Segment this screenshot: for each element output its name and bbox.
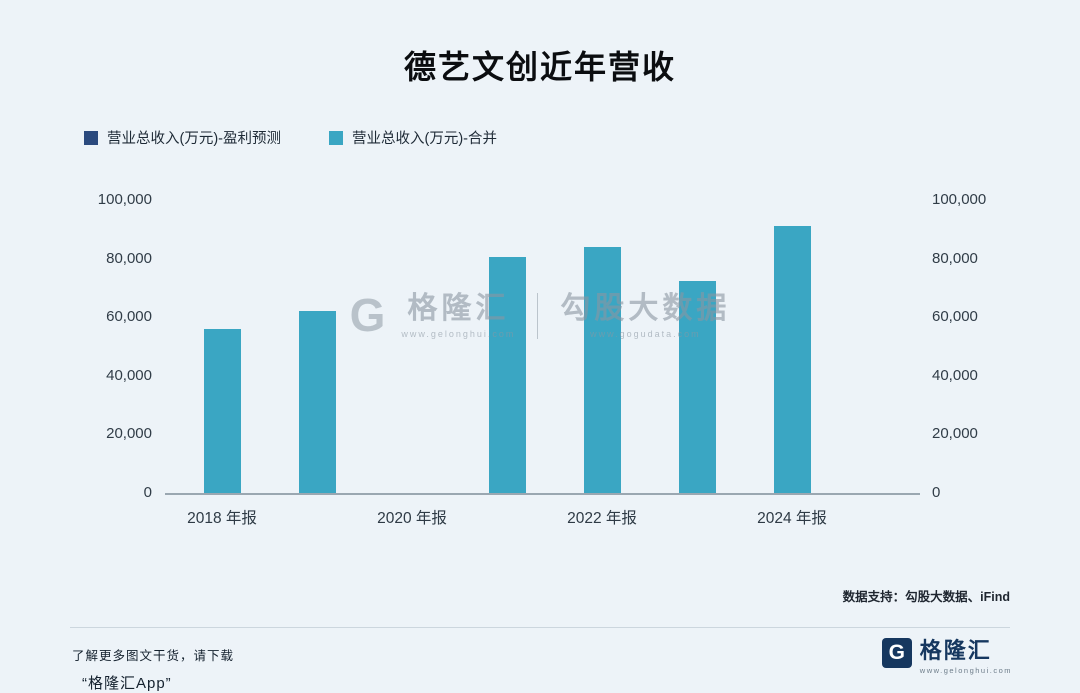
y-axis-tick-label-right: 40,000	[932, 366, 978, 384]
footer-brand-url: www.gelonghui.com	[919, 666, 1012, 675]
y-axis-tick-label-left: 20,000	[106, 425, 152, 443]
legend-label-forecast: 营业总收入(万元)-盈利预测	[107, 131, 281, 147]
legend-swatch-forecast	[84, 130, 98, 145]
footer-promo-line2: “格隆汇App”	[82, 675, 172, 692]
bar-2023 年报	[678, 280, 716, 493]
y-axis-tick-label-right: 20,000	[932, 425, 978, 443]
y-axis-tick-label-left: 80,000	[106, 249, 152, 267]
y-axis-tick-label-right: 80,000	[932, 249, 978, 267]
y-axis-tick-label-left: 100,000	[97, 191, 152, 208]
bar-2024 年报	[773, 226, 811, 493]
legend-item-consolidated: 营业总收入(万元)-合并	[329, 127, 497, 148]
footer-promo-line1: 了解更多图文干货，请下载	[72, 649, 235, 663]
bar-2018 年报	[203, 328, 241, 493]
gelonghui-logo-icon: G	[881, 638, 912, 668]
y-axis-tick-label-right: 0	[932, 484, 941, 501]
x-axis-label: 2018 年报	[187, 510, 257, 527]
y-axis-tick-label-right: 60,000	[932, 308, 978, 326]
x-axis-line	[165, 493, 920, 495]
x-axis-label: 2024 年报	[757, 510, 827, 527]
gelonghui-watermark-logo-icon: G	[349, 289, 386, 341]
watermark: G 格隆汇 www.gelonghui.com 勾股大数据 www.goguda…	[0, 289, 1080, 341]
bar-2022 年报	[583, 246, 621, 493]
legend: 营业总收入(万元)-盈利预测 营业总收入(万元)-合并	[84, 127, 497, 148]
legend-label-consolidated: 营业总收入(万元)-合并	[352, 131, 497, 147]
y-axis-tick-label-left: 40,000	[106, 366, 152, 384]
legend-swatch-consolidated	[329, 130, 343, 145]
x-axis-label: 2020 年报	[377, 510, 447, 527]
bar-2019 年报	[298, 311, 336, 493]
chart-title: 德艺文创近年营收	[403, 49, 676, 85]
gelonghui-footer-logo: G 格隆汇 www.gelonghui.com	[881, 638, 1012, 675]
footer-divider	[70, 627, 1010, 628]
watermark-divider	[537, 293, 539, 339]
bar-2021 年报	[488, 257, 526, 493]
y-axis-tick-label-left: 60,000	[106, 308, 152, 326]
footer-brand-name: 格隆汇	[919, 638, 992, 663]
legend-item-forecast: 营业总收入(万元)-盈利预测	[84, 127, 281, 148]
y-axis-tick-label-left: 0	[143, 484, 152, 501]
x-axis-label: 2022 年报	[567, 510, 637, 527]
footer-promo: 了解更多图文干货，请下载 “格隆汇App”	[72, 645, 234, 693]
data-support-note: 数据支持：勾股大数据、iFind	[842, 590, 1010, 604]
y-axis-tick-label-right: 100,000	[932, 191, 987, 208]
